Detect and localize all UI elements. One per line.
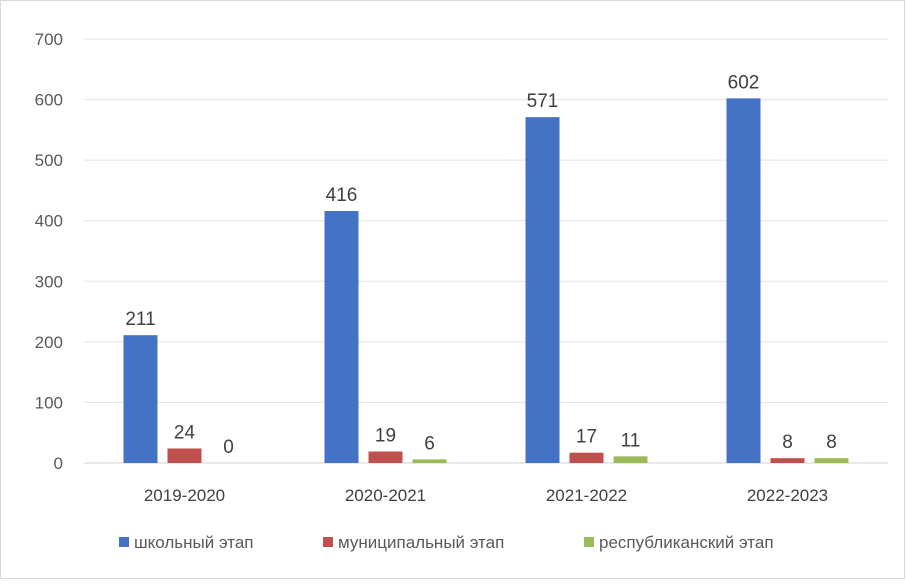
- x-tick-label: 2020-2021: [345, 486, 426, 505]
- y-tick-label: 500: [35, 151, 63, 170]
- bar: [814, 458, 849, 463]
- legend-label: школьный этап: [134, 533, 254, 552]
- data-label: 17: [576, 427, 597, 448]
- bar: [412, 459, 447, 463]
- data-label: 602: [728, 72, 760, 93]
- bar: [726, 98, 761, 464]
- y-tick-label: 700: [35, 30, 63, 49]
- bar: [613, 456, 648, 463]
- data-label: 6: [424, 433, 435, 454]
- data-label: 19: [375, 425, 396, 446]
- bar: [525, 117, 560, 463]
- legend-label: республиканский этап: [599, 533, 774, 552]
- bar: [569, 452, 604, 463]
- legend-label: муниципальный этап: [338, 533, 504, 552]
- gridlines: [84, 38, 888, 464]
- data-label: 24: [174, 422, 196, 443]
- bars: [123, 98, 849, 464]
- legend-swatch: [119, 537, 129, 547]
- data-label: 416: [326, 185, 358, 206]
- y-axis: 0 100 200 300 400 500 600 700: [35, 30, 63, 473]
- bar: [770, 458, 805, 463]
- bar: [123, 335, 158, 463]
- x-axis: 2019-2020 2020-2021 2021-2022 2022-2023: [144, 486, 828, 505]
- data-label: 8: [782, 432, 793, 453]
- legend-swatch: [323, 537, 333, 547]
- legend-swatch: [584, 537, 594, 547]
- y-tick-label: 0: [54, 454, 63, 473]
- data-label: 11: [621, 430, 641, 451]
- y-tick-label: 400: [35, 212, 63, 231]
- data-labels: 211 24 0 416 19 6 571 17 11 602 8 8: [125, 72, 836, 458]
- y-tick-label: 300: [35, 272, 63, 291]
- data-label: 571: [527, 91, 559, 112]
- bar: [324, 211, 359, 463]
- legend: школьный этап муниципальный этап республик…: [119, 533, 774, 552]
- x-tick-label: 2022-2023: [747, 486, 828, 505]
- y-tick-label: 100: [35, 393, 63, 412]
- data-label: 8: [826, 432, 837, 453]
- data-label: 0: [223, 437, 234, 458]
- x-tick-label: 2021-2022: [546, 486, 627, 505]
- y-tick-label: 600: [35, 91, 63, 110]
- bar: [368, 451, 403, 463]
- x-tick-label: 2019-2020: [144, 486, 225, 505]
- bar: [167, 448, 202, 463]
- data-label: 211: [125, 309, 155, 330]
- y-tick-label: 200: [35, 333, 63, 352]
